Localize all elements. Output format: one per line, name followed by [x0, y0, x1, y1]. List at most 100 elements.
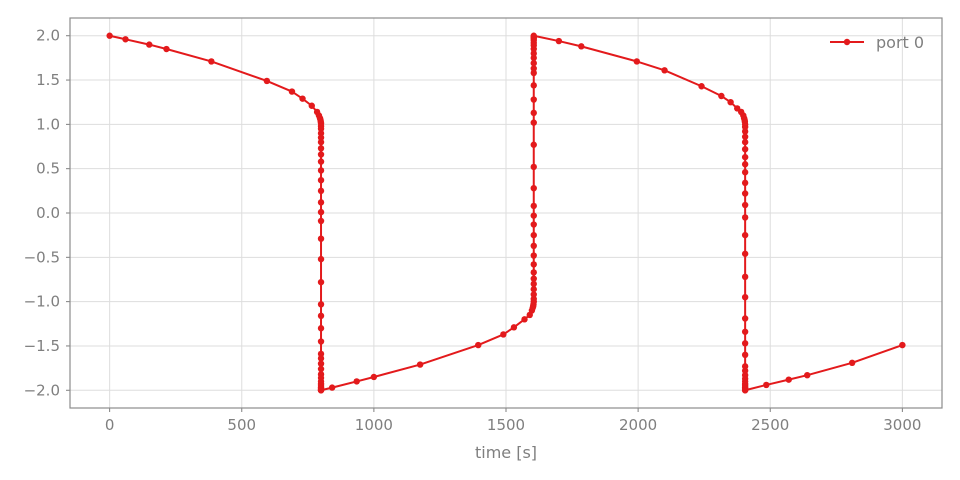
axis-ticks: 0 500 1000 1500 2000 2500 3000 −2.0 −1.5 −1.0 −0.5… — [24, 27, 922, 434]
data-point — [163, 45, 170, 53]
data-point — [317, 151, 325, 158]
data-point — [317, 338, 325, 345]
data-point — [475, 341, 482, 349]
y-tick-label: 0.0 — [36, 204, 60, 222]
data-point — [633, 58, 640, 65]
data-point — [741, 367, 749, 374]
data-point — [317, 217, 325, 225]
data-point — [741, 179, 749, 187]
data-point — [288, 88, 296, 95]
data-point — [530, 109, 537, 117]
data-point — [530, 295, 537, 303]
data-point — [530, 82, 537, 89]
x-tick-label: 1500 — [487, 416, 525, 434]
x-tick-label: 2000 — [619, 416, 657, 434]
data-point — [500, 331, 507, 338]
data-point — [122, 36, 129, 43]
x-tick-label: 3000 — [883, 416, 921, 434]
data-point — [263, 77, 271, 85]
data-point — [317, 235, 325, 242]
legend: port 0 — [830, 33, 924, 52]
data-point — [530, 65, 537, 72]
y-tick-label: −1.5 — [24, 337, 60, 355]
data-point — [317, 138, 325, 146]
data-point — [741, 351, 749, 359]
data-point — [530, 261, 537, 268]
data-point — [317, 325, 325, 332]
data-point — [328, 384, 336, 391]
data-point — [530, 96, 537, 103]
data-point — [510, 324, 518, 331]
data-point — [741, 153, 749, 161]
data-point — [317, 125, 325, 132]
plot-frame — [69, 17, 943, 409]
data-point — [416, 361, 424, 368]
data-point — [530, 286, 537, 293]
data-point — [763, 381, 770, 389]
y-tick-label: 0.5 — [36, 160, 60, 178]
data-point — [530, 184, 537, 192]
data-point — [308, 102, 315, 109]
data-point — [530, 221, 537, 228]
y-tick-label: −1.0 — [24, 293, 60, 311]
data-point — [741, 128, 749, 135]
data-point — [317, 167, 325, 174]
data-point — [530, 69, 537, 77]
data-point — [146, 41, 153, 48]
data-point — [317, 360, 325, 367]
y-tick-label: 2.0 — [36, 27, 60, 45]
data-point — [741, 340, 749, 347]
data-point — [317, 158, 325, 165]
data-point — [317, 312, 325, 320]
data-point — [718, 92, 725, 100]
data-point — [804, 372, 811, 379]
data-point — [317, 177, 325, 184]
data-point — [530, 32, 537, 39]
data-point — [317, 130, 325, 137]
data-point — [530, 60, 537, 67]
data-point — [741, 231, 749, 239]
data-point — [741, 133, 749, 140]
data-point — [741, 250, 749, 257]
y-tick-label: 1.0 — [36, 115, 60, 133]
series-layer — [106, 32, 906, 394]
y-tick-label: −2.0 — [24, 381, 60, 399]
data-point — [741, 387, 749, 394]
data-point — [661, 67, 668, 74]
x-tick-label: 0 — [105, 416, 115, 434]
data-point — [698, 83, 705, 90]
data-point — [317, 208, 325, 216]
data-point — [530, 275, 537, 282]
data-point — [530, 54, 537, 62]
data-point — [741, 273, 749, 281]
grid — [70, 18, 942, 408]
data-point — [848, 359, 856, 366]
data-point — [530, 291, 537, 298]
data-point — [521, 316, 528, 323]
data-point — [208, 58, 215, 65]
data-point — [530, 119, 537, 126]
data-point — [785, 376, 792, 383]
data-point — [899, 341, 906, 349]
data-point — [727, 99, 734, 106]
data-point — [741, 201, 749, 209]
data-point — [530, 50, 537, 57]
data-point — [741, 123, 749, 131]
data-point — [741, 145, 749, 153]
legend-label: port 0 — [876, 33, 924, 52]
data-point — [530, 280, 537, 288]
data-point — [741, 214, 749, 221]
data-point — [741, 363, 749, 370]
data-point — [317, 145, 325, 152]
data-point — [317, 255, 325, 263]
data-point — [530, 252, 537, 259]
data-point — [317, 387, 325, 394]
data-point — [530, 212, 537, 219]
data-point — [530, 242, 537, 249]
data-point — [317, 134, 325, 141]
data-point — [317, 355, 325, 362]
data-point — [741, 138, 749, 146]
x-axis-label: time [s] — [475, 443, 537, 462]
